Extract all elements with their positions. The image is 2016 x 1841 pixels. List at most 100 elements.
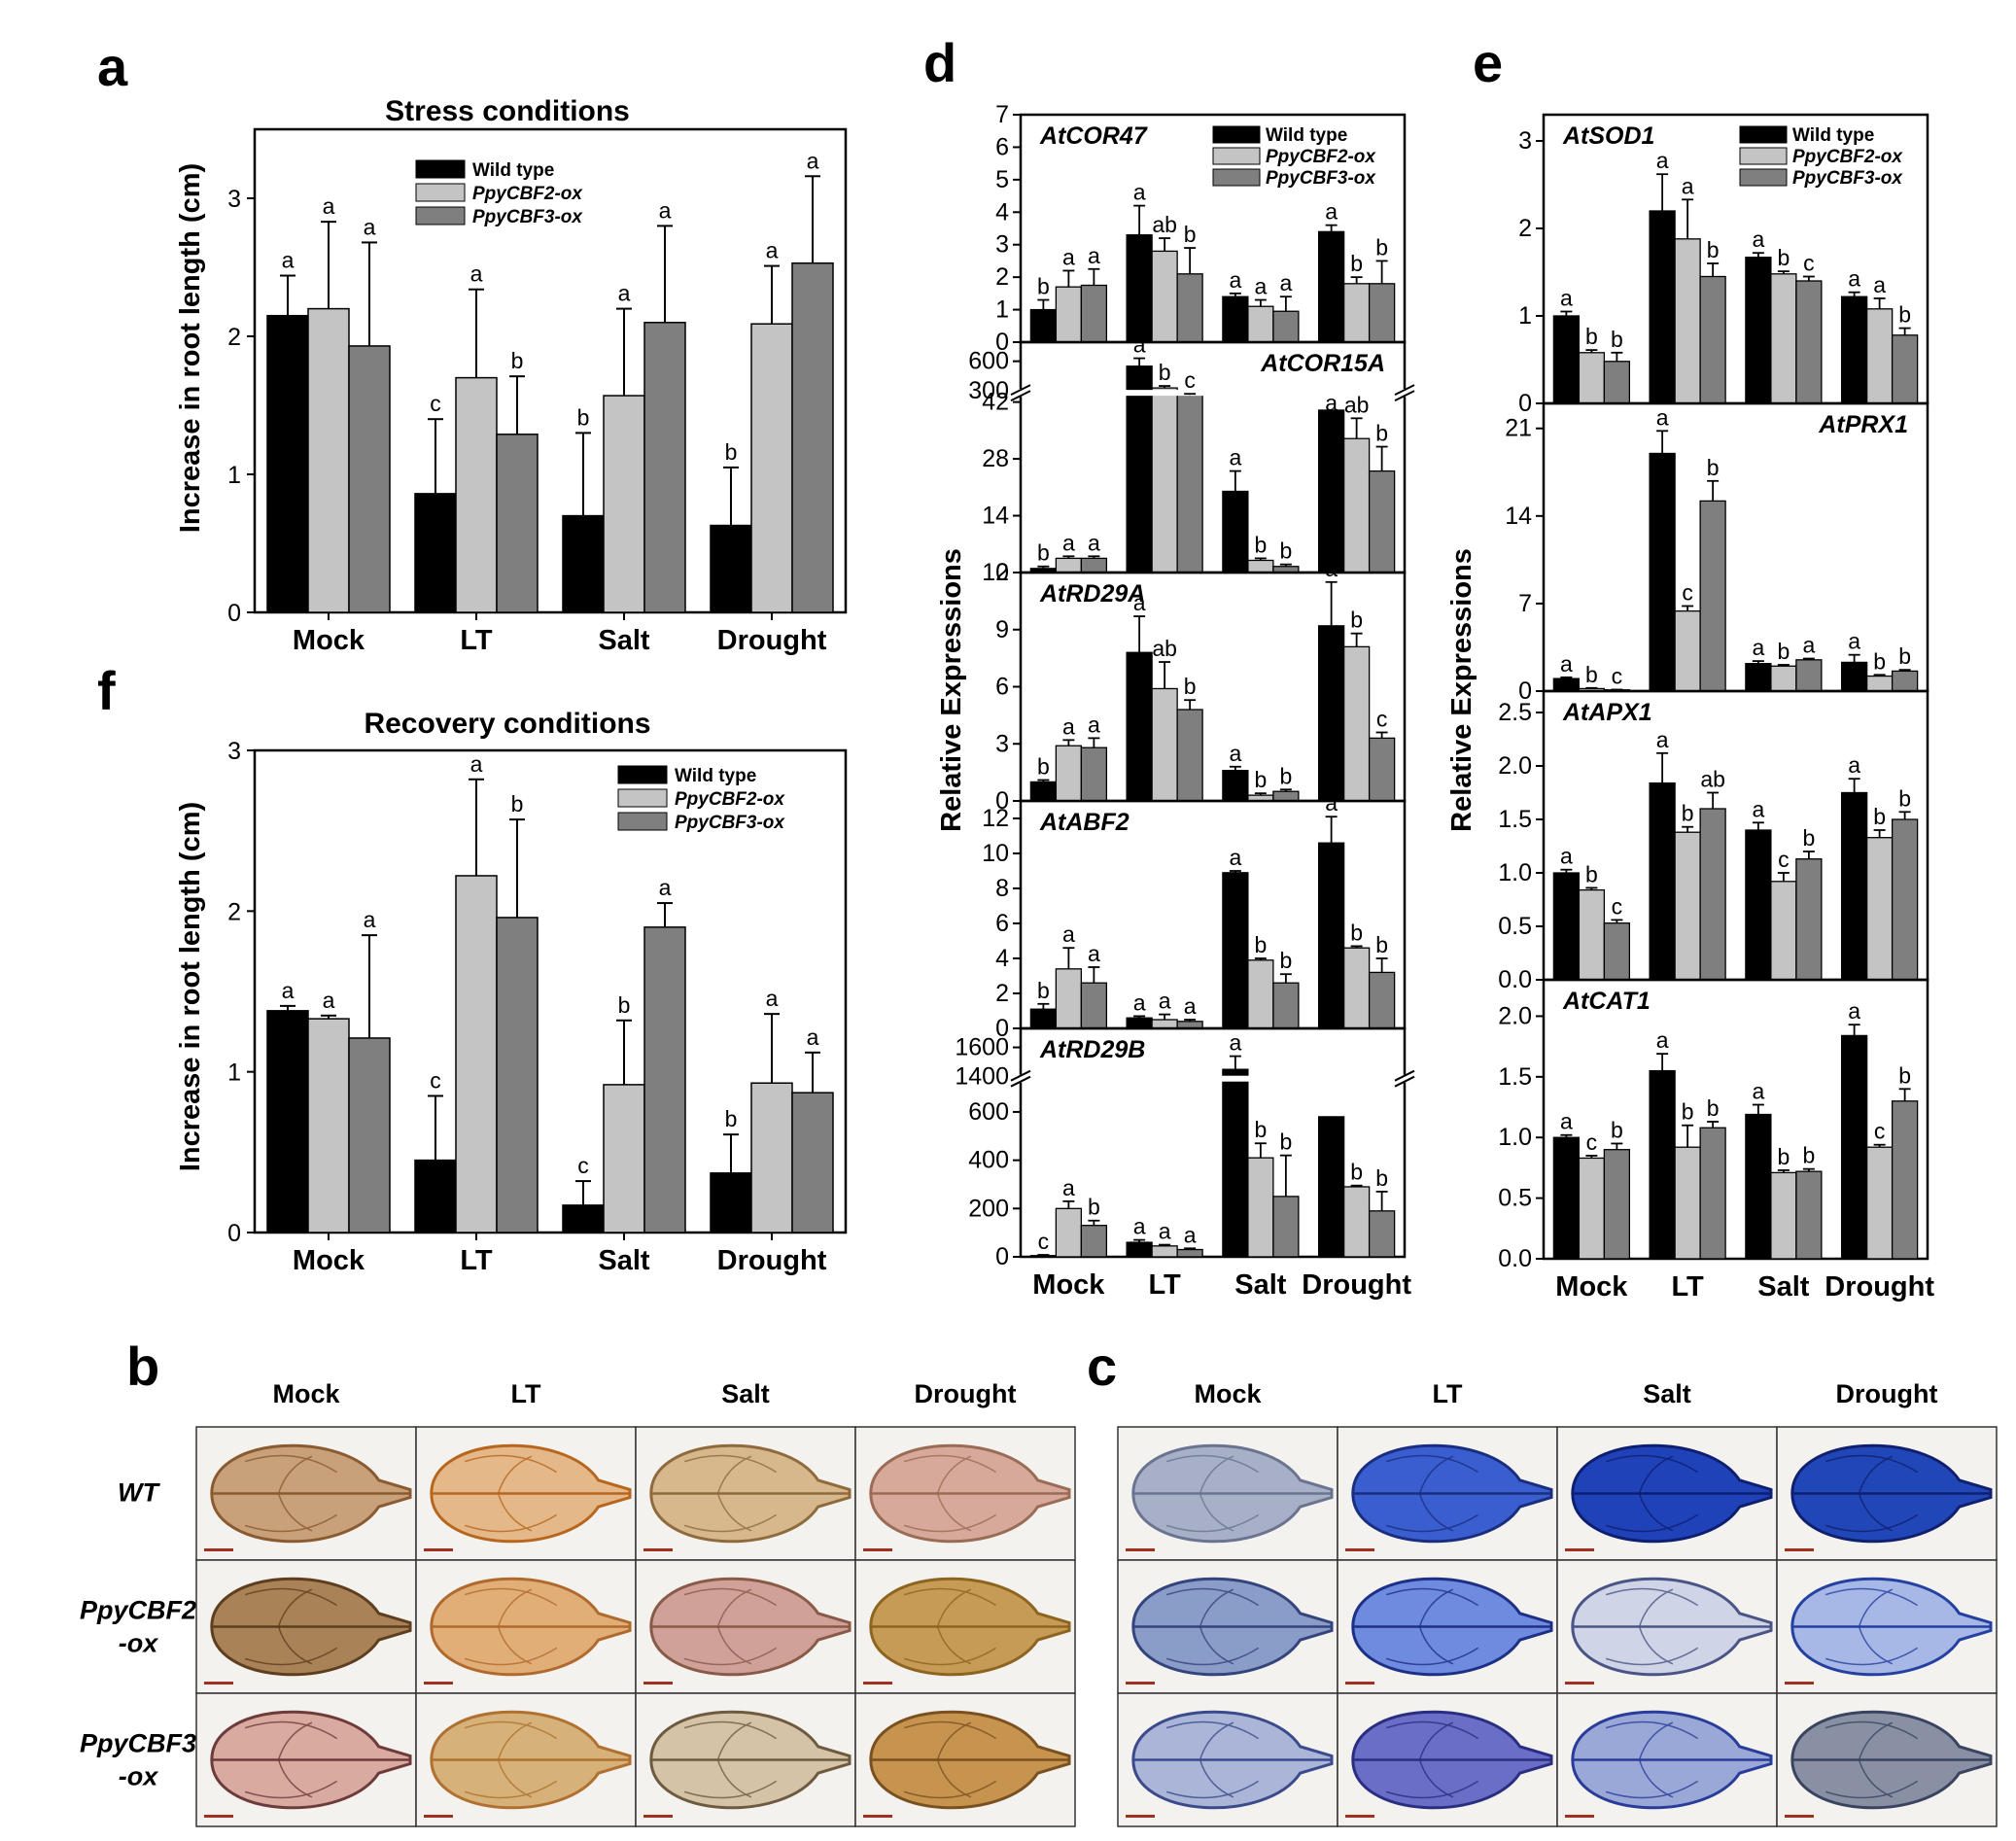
bar (1029, 1255, 1058, 1258)
significance-letter: a (1133, 332, 1146, 358)
legend-label: PpyCBF2-ox (1266, 147, 1376, 167)
scale-bar (204, 1548, 233, 1551)
bar (414, 1159, 457, 1233)
leaf-veins (1165, 1720, 1260, 1799)
gene-label: AtRD29A (1039, 580, 1145, 608)
x-category-label: Drought (717, 625, 827, 656)
axis-break-mark (1010, 390, 1031, 402)
y-tick-label: 0 (227, 600, 241, 627)
significance-letter: a (766, 986, 779, 1011)
bar (1368, 469, 1396, 573)
scale-bar (1565, 1682, 1594, 1685)
significance-letter: a (1279, 270, 1292, 295)
leaf-veins (903, 1720, 997, 1799)
significance-letter: a (1184, 993, 1197, 1019)
leaf-veins (1385, 1587, 1479, 1666)
bar (1649, 782, 1676, 981)
significance-letter: a (1848, 629, 1860, 654)
scale-bar (1126, 1548, 1155, 1551)
y-tick-label: 6 (995, 133, 1009, 160)
y-tick-label: 1.0 (1498, 859, 1532, 886)
y-tick-label: 0 (1518, 677, 1532, 705)
significance-letter: c (1874, 1119, 1886, 1144)
column-header: LT (511, 1379, 541, 1408)
y-tick-label: 2 (995, 263, 1009, 291)
significance-letter: a (1560, 844, 1573, 869)
significance-letter: a (1133, 990, 1146, 1015)
leaf-image (415, 1426, 637, 1561)
significance-letter: b (1254, 532, 1267, 557)
significance-letter: a (807, 1025, 819, 1050)
bar (1603, 1149, 1631, 1260)
bar (1368, 737, 1396, 802)
legend-label: PpyCBF2-ox (675, 789, 785, 810)
x-category-label: LT (460, 1245, 493, 1276)
significance-letter: a (1088, 530, 1100, 555)
bar (307, 1018, 350, 1233)
significance-letter: a (1184, 1222, 1197, 1247)
significance-letter: a (1254, 274, 1267, 299)
column-header: Mock (272, 1379, 340, 1408)
bar (1342, 1186, 1371, 1258)
significance-letter: a (1848, 266, 1860, 292)
leaf-image (1556, 1559, 1778, 1694)
significance-letter: b (1585, 861, 1598, 886)
row-label: -ox (119, 1629, 158, 1658)
row-label: WT (118, 1478, 160, 1508)
panel-b-leaf-staining-grid: Mock LT Salt Drought WT PpyCBF2 -ox PpyCBF3 -ox (80, 1379, 1076, 1827)
axis-break-mark (1010, 1075, 1031, 1088)
y-tick-label: 0 (995, 329, 1009, 356)
bar (1745, 663, 1772, 692)
bar-break-gap (1151, 390, 1179, 397)
significance-letter: a (323, 193, 335, 219)
y-tick-label: 400 (968, 1147, 1009, 1174)
legend-label: PpyCBF2-ox (472, 184, 583, 204)
subplot-frame (1542, 978, 1929, 1261)
bar (1745, 1113, 1772, 1260)
y-tick-label: 200 (968, 1195, 1009, 1222)
scale-bar (1785, 1682, 1814, 1685)
bar (1222, 770, 1249, 802)
bar (710, 1172, 752, 1233)
bar (1080, 747, 1108, 802)
bar (455, 376, 498, 613)
chart-legend: Wild type PpyCBF2-ox PpyCBF3-ox (415, 159, 583, 227)
significance-letter: a (1752, 1079, 1764, 1104)
significance-letter: b (1350, 608, 1363, 633)
leaf-image (1776, 1692, 1998, 1827)
significance-letter: a (1133, 1214, 1146, 1239)
significance-letter: a (766, 238, 779, 263)
bar (562, 1204, 605, 1233)
axis-break-mark (1010, 1069, 1031, 1082)
leaf-veins (464, 1587, 558, 1666)
axis-break-gap (1011, 1074, 1030, 1083)
significance-letter: a (1656, 1027, 1669, 1053)
significance-letter: c (430, 391, 441, 416)
chart-legend: Wild type PpyCBF2-ox PpyCBF3-ox (617, 765, 785, 833)
plot-frame (253, 748, 848, 1234)
bar-break-gap (1176, 390, 1204, 397)
significance-letter: a (470, 751, 483, 777)
legend-swatch (415, 183, 466, 202)
x-category-label: Mock (293, 1245, 365, 1276)
y-tick-label: 0 (995, 1243, 1009, 1270)
subplot-frame (1019, 1026, 1407, 1259)
bar (791, 261, 834, 613)
leaf-veins (464, 1720, 558, 1799)
significance-letter: a (1229, 267, 1241, 293)
bar (1840, 661, 1868, 692)
legend-swatch (1212, 125, 1261, 144)
bar (1272, 1196, 1300, 1258)
y-tick-label: 1.5 (1498, 1063, 1532, 1091)
significance-letter: b (1611, 327, 1623, 352)
significance-letter: a (1229, 445, 1241, 470)
y-tick-label: 5 (995, 166, 1009, 193)
bar (1578, 1157, 1606, 1260)
y-tick-label: 0 (227, 1220, 241, 1247)
significance-letter: b (1375, 421, 1388, 446)
bar (750, 323, 793, 613)
axis-break-gap (1395, 389, 1414, 398)
significance-letter: a (1133, 180, 1146, 205)
gene-label: AtCAT1 (1562, 988, 1651, 1015)
bar (1055, 557, 1083, 573)
